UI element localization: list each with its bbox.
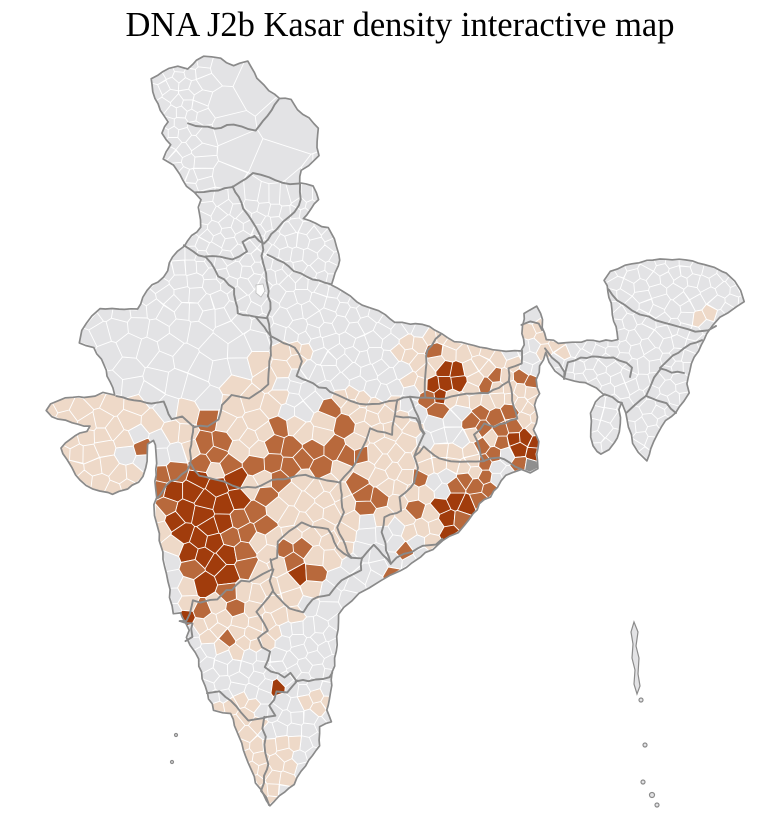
svg-text:DNA J2b Kasar density interact: DNA J2b Kasar density interactive map — [126, 6, 675, 44]
